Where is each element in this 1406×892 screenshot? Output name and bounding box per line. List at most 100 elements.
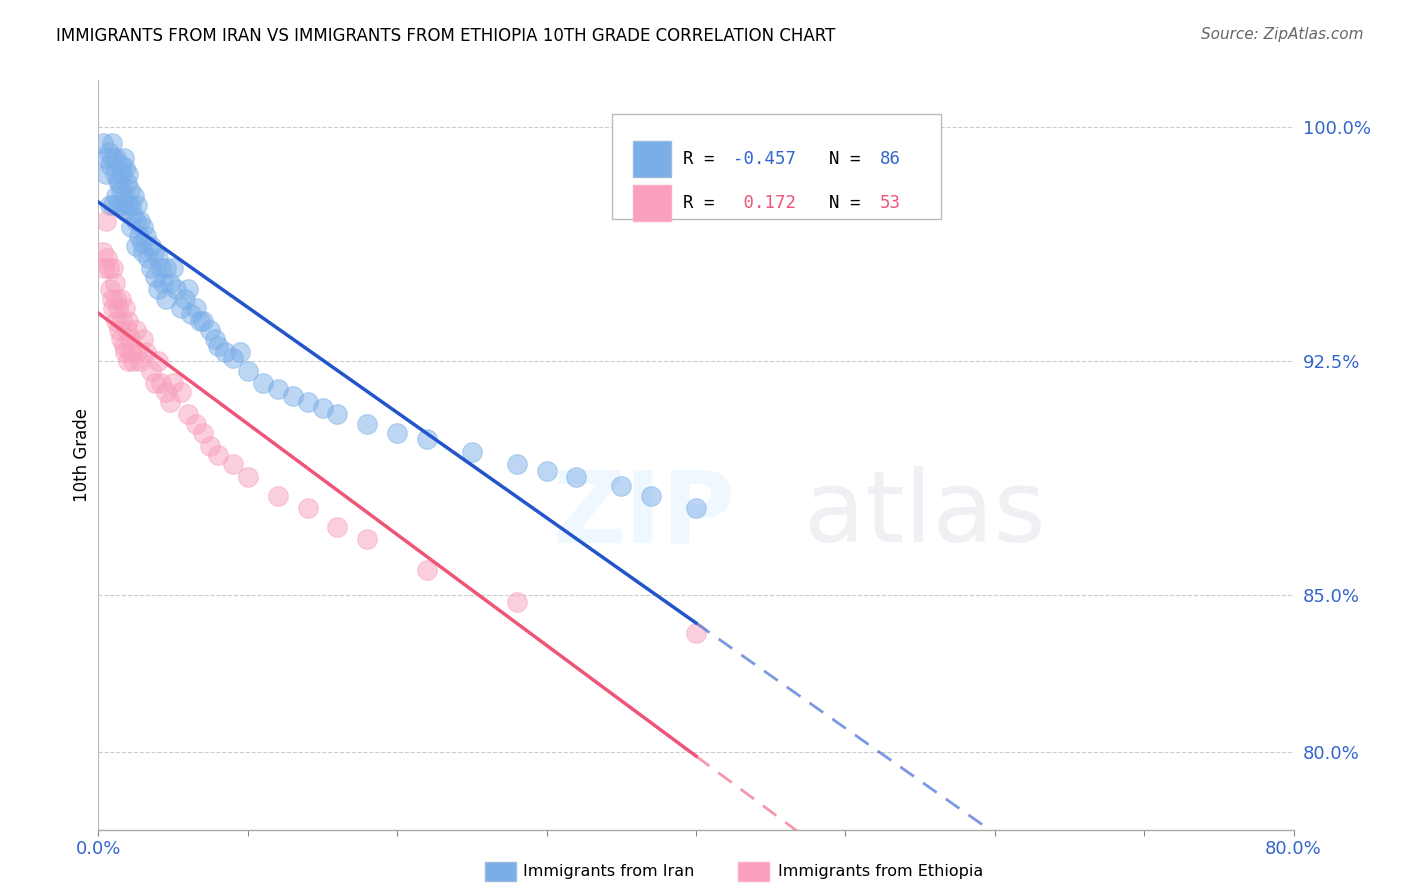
Point bbox=[155, 260, 177, 275]
Point bbox=[152, 277, 174, 291]
Text: 86: 86 bbox=[880, 150, 901, 168]
Text: 0.172: 0.172 bbox=[733, 194, 796, 212]
Point bbox=[150, 376, 173, 390]
Point bbox=[222, 457, 245, 471]
Point bbox=[120, 198, 142, 212]
Point bbox=[326, 520, 349, 534]
Point bbox=[184, 417, 207, 431]
Point bbox=[115, 323, 138, 337]
Text: N =: N = bbox=[808, 194, 872, 212]
Point bbox=[97, 260, 120, 275]
Point bbox=[200, 323, 222, 337]
Point bbox=[121, 354, 143, 368]
Point bbox=[103, 151, 125, 165]
Point bbox=[112, 151, 135, 165]
Point bbox=[191, 425, 214, 440]
Point bbox=[120, 219, 142, 234]
Point bbox=[143, 376, 166, 390]
Point bbox=[908, 863, 931, 878]
Point bbox=[180, 307, 202, 321]
Point bbox=[162, 376, 184, 390]
Point bbox=[132, 219, 155, 234]
Point bbox=[114, 344, 136, 359]
Point bbox=[121, 207, 143, 221]
Point bbox=[91, 244, 114, 259]
Point bbox=[110, 157, 132, 171]
Point bbox=[416, 432, 439, 446]
Point bbox=[159, 394, 181, 409]
Point bbox=[107, 301, 129, 316]
Point bbox=[159, 277, 181, 291]
Point bbox=[105, 151, 128, 165]
Point bbox=[110, 182, 132, 196]
Point bbox=[125, 238, 148, 252]
Point bbox=[162, 260, 184, 275]
Point bbox=[188, 313, 211, 327]
Text: Immigrants from Ethiopia: Immigrants from Ethiopia bbox=[778, 864, 983, 879]
Point bbox=[114, 204, 136, 219]
Point bbox=[685, 626, 707, 640]
Point bbox=[148, 354, 170, 368]
Point bbox=[135, 344, 157, 359]
Point bbox=[103, 301, 125, 316]
Point bbox=[101, 292, 124, 306]
Point bbox=[385, 425, 409, 440]
Point bbox=[111, 313, 134, 327]
Point bbox=[115, 176, 138, 190]
Point bbox=[105, 292, 128, 306]
Point bbox=[108, 323, 131, 337]
Point bbox=[111, 198, 134, 212]
Point bbox=[107, 173, 129, 187]
Point bbox=[117, 198, 139, 212]
Point bbox=[128, 229, 150, 244]
Point bbox=[117, 354, 139, 368]
Point bbox=[142, 244, 165, 259]
Point bbox=[104, 167, 127, 181]
Point bbox=[103, 198, 125, 212]
Point bbox=[101, 136, 124, 150]
Point bbox=[155, 385, 177, 400]
Bar bbox=[633, 186, 671, 221]
Point bbox=[191, 313, 214, 327]
Point bbox=[118, 332, 141, 346]
Point bbox=[356, 417, 378, 431]
Point bbox=[110, 292, 132, 306]
Point bbox=[177, 282, 200, 296]
Point bbox=[174, 292, 197, 306]
Text: N =: N = bbox=[808, 150, 872, 168]
Point bbox=[565, 469, 588, 483]
Point bbox=[118, 182, 141, 196]
Point bbox=[169, 301, 191, 316]
Point bbox=[461, 444, 484, 458]
Point bbox=[222, 351, 245, 365]
Point bbox=[143, 269, 166, 284]
Point bbox=[94, 213, 117, 227]
FancyBboxPatch shape bbox=[613, 114, 941, 219]
Point bbox=[127, 198, 149, 212]
Point bbox=[640, 488, 662, 502]
Point bbox=[506, 594, 529, 608]
Point bbox=[98, 198, 122, 212]
Point bbox=[267, 488, 290, 502]
Point bbox=[326, 407, 349, 421]
Point bbox=[110, 332, 132, 346]
Text: Immigrants from Iran: Immigrants from Iran bbox=[523, 864, 695, 879]
Point bbox=[129, 354, 152, 368]
Point bbox=[267, 382, 290, 396]
Point bbox=[120, 344, 142, 359]
Point bbox=[107, 198, 129, 212]
Point bbox=[685, 500, 707, 515]
Point bbox=[356, 532, 378, 546]
Y-axis label: 10th Grade: 10th Grade bbox=[73, 408, 91, 502]
Text: R =: R = bbox=[683, 150, 725, 168]
Point bbox=[111, 167, 134, 181]
Text: 53: 53 bbox=[880, 194, 901, 212]
Point bbox=[94, 167, 117, 181]
Point bbox=[536, 463, 558, 477]
Point bbox=[96, 252, 118, 266]
Point bbox=[200, 438, 222, 452]
Point bbox=[127, 344, 149, 359]
Text: R =: R = bbox=[683, 194, 725, 212]
Point bbox=[132, 332, 155, 346]
Point bbox=[177, 407, 200, 421]
